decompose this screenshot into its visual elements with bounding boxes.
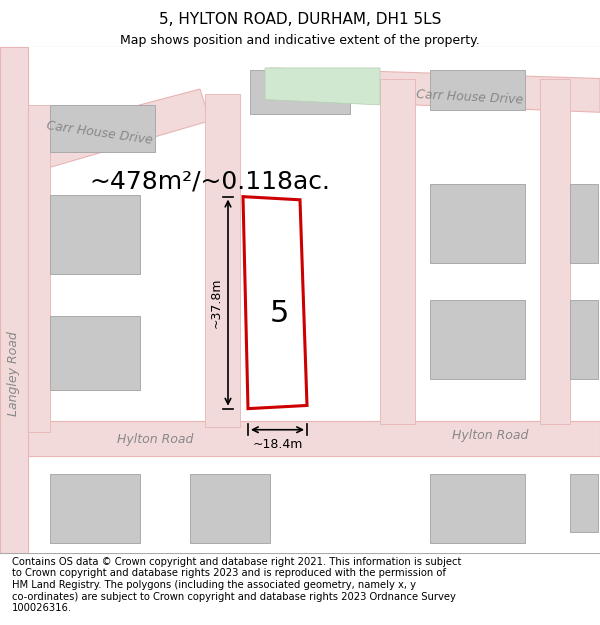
Bar xyxy=(50,105,155,152)
Polygon shape xyxy=(265,68,380,105)
Text: Langley Road: Langley Road xyxy=(7,331,20,416)
Text: Carr House Drive: Carr House Drive xyxy=(46,119,154,148)
Bar xyxy=(50,316,140,389)
Text: 5: 5 xyxy=(270,299,289,328)
Text: ~18.4m: ~18.4m xyxy=(253,438,302,451)
Bar xyxy=(430,300,525,379)
Text: 5, HYLTON ROAD, DURHAM, DH1 5LS: 5, HYLTON ROAD, DURHAM, DH1 5LS xyxy=(159,12,441,27)
Bar xyxy=(430,184,525,263)
Text: Carr House Drive: Carr House Drive xyxy=(416,88,524,107)
Bar xyxy=(0,47,28,553)
Bar xyxy=(430,474,525,542)
Bar xyxy=(28,105,50,432)
Bar xyxy=(570,184,598,263)
Bar xyxy=(380,79,415,424)
Bar xyxy=(570,300,598,379)
Bar xyxy=(190,474,270,542)
Text: Hylton Road: Hylton Road xyxy=(452,429,528,441)
Bar xyxy=(250,70,350,114)
Text: ~37.8m: ~37.8m xyxy=(209,278,223,328)
Bar xyxy=(430,70,525,110)
Polygon shape xyxy=(0,89,210,182)
Text: ~478m²/~0.118ac.: ~478m²/~0.118ac. xyxy=(89,170,331,194)
Bar xyxy=(570,474,598,532)
Bar xyxy=(50,474,140,542)
Bar xyxy=(205,94,240,426)
Bar xyxy=(540,79,570,424)
Bar xyxy=(0,421,600,456)
Text: Hylton Road: Hylton Road xyxy=(117,432,193,446)
Text: Map shows position and indicative extent of the property.: Map shows position and indicative extent… xyxy=(120,34,480,47)
Bar xyxy=(50,194,140,274)
Text: Contains OS data © Crown copyright and database right 2021. This information is : Contains OS data © Crown copyright and d… xyxy=(12,557,461,613)
Polygon shape xyxy=(243,197,307,409)
Polygon shape xyxy=(270,68,600,112)
